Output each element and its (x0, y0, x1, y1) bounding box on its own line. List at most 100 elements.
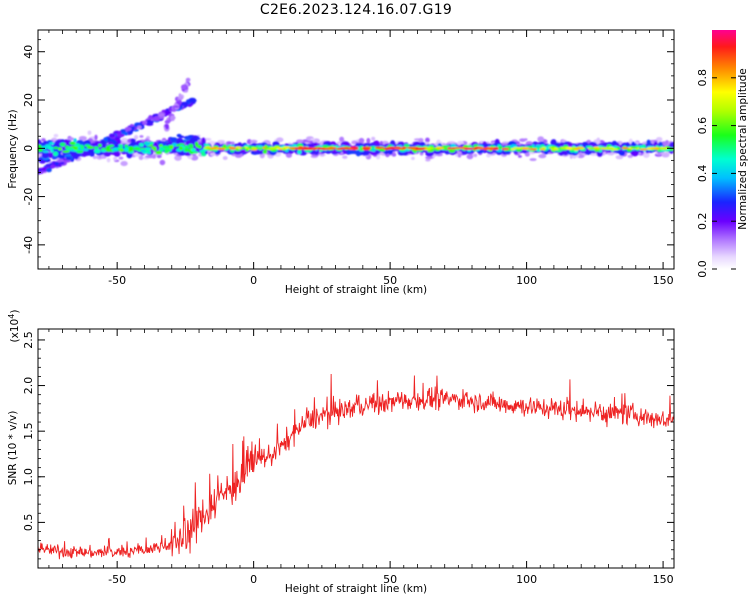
heatmap-faint-blob (144, 155, 154, 158)
heatmap-core-blob (66, 146, 73, 151)
heatmap-peak-blob (288, 147, 296, 150)
spectrogram-x-tick-label: 150 (653, 274, 674, 287)
heatmap-branch-blob (128, 130, 133, 135)
heatmap-band-blob (41, 151, 50, 159)
spectrogram-y-tick-label: 40 (22, 45, 35, 59)
heatmap-branch-blob (39, 160, 46, 164)
heatmap-branch-blob (57, 154, 66, 159)
heatmap-peak-blob (466, 147, 474, 150)
heatmap-faint-blob (342, 155, 348, 159)
colorbar-tick-label: 0.0 (696, 260, 709, 278)
heatmap-faint-blob (87, 130, 92, 136)
colorbar: 0.0 0.2 0.4 0.6 0.8 Normalized spectral ampl… (696, 30, 749, 278)
colorbar-gradient (712, 30, 736, 269)
heatmap-branch-blob (65, 156, 72, 160)
heatmap-peak-blob (251, 147, 257, 150)
heatmap-peak-blob (350, 146, 359, 149)
heatmap-peak-blob (382, 147, 392, 150)
heatmap-branch-blob (146, 119, 152, 123)
heatmap-core-blob (184, 148, 189, 152)
heatmap-peak-blob (548, 146, 555, 149)
heatmap-branch-blob (54, 161, 60, 166)
snr-y-label: SNR (10 * v/v) (7, 411, 19, 486)
heatmap-core-blob (53, 151, 59, 157)
heatmap-core-blob (94, 148, 101, 154)
heatmap-peak-blob (472, 147, 479, 150)
heatmap-faint-blob (615, 155, 624, 160)
heatmap-faint-blob (518, 155, 522, 158)
heatmap-peak-blob (541, 146, 547, 150)
heatmap-faint-blob (411, 156, 415, 161)
heatmap-branch-blob (137, 125, 142, 129)
heatmap-core-blob (86, 145, 94, 150)
heatmap-branch-blob (57, 158, 64, 163)
heatmap-core-blob (72, 146, 80, 150)
colorbar-tick-label: 0.4 (696, 165, 709, 183)
heatmap-peak-blob (339, 147, 348, 150)
heatmap-sweep-blob (180, 84, 187, 90)
heatmap-peak-blob (550, 148, 559, 151)
heatmap-sweep-blob (170, 115, 175, 122)
snr-y-tick-label: 0.5 (22, 514, 35, 532)
heatmap-band-blob (355, 151, 361, 157)
heatmap-faint-blob (276, 137, 284, 143)
heatmap-faint-blob (120, 160, 128, 167)
heatmap-core-blob (119, 144, 123, 148)
heatmap-core-blob (201, 151, 205, 156)
heatmap-peak-blob (454, 146, 459, 150)
heatmap-branch-blob (188, 99, 197, 103)
heatmap-faint-blob (222, 156, 228, 161)
heatmap-faint-blob (425, 158, 431, 162)
heatmap-peak-blob (510, 148, 516, 151)
heatmap-core-blob (496, 149, 503, 153)
heatmap-core-blob (105, 145, 111, 150)
heatmap-peak-blob (435, 147, 444, 150)
heatmap-peak-blob (576, 146, 585, 149)
heatmap-faint-blob (285, 153, 293, 158)
heatmap-core-blob (158, 147, 164, 152)
heatmap-branch-blob (183, 104, 188, 108)
heatmap-branch-blob (169, 137, 178, 142)
heatmap-core-blob (62, 150, 70, 153)
heatmap-faint-blob (466, 153, 474, 160)
heatmap-faint-blob (94, 134, 98, 141)
heatmap-core-blob (155, 150, 162, 155)
heatmap-peak-blob (528, 148, 538, 151)
heatmap-faint-blob (113, 156, 118, 161)
heatmap-faint-blob (339, 136, 345, 142)
spectrogram-y-label: Frequency (Hz) (7, 109, 19, 188)
heatmap-faint-blob (250, 139, 258, 144)
heatmap-peak-blob (235, 146, 241, 149)
heatmap-core-blob (535, 144, 541, 148)
heatmap-core-blob (57, 147, 63, 151)
heatmap-core-blob (144, 147, 151, 151)
snr-plot-area (38, 329, 674, 568)
heatmap-faint-blob (156, 155, 162, 159)
spectrogram-x-label: Height of straight line (km) (285, 284, 427, 296)
heatmap-core-blob (83, 148, 89, 152)
heatmap-faint-blob (174, 155, 182, 161)
heatmap-core-blob (47, 146, 54, 150)
heatmap-faint-blob (159, 159, 166, 166)
heatmap-core-blob (59, 142, 66, 147)
heatmap-faint-blob (661, 152, 670, 158)
heatmap-faint-blob (371, 136, 376, 141)
heatmap-core-blob (105, 149, 113, 152)
heatmap-band-blob (425, 151, 434, 157)
heatmap-faint-blob (138, 155, 144, 161)
heatmap-band-blob (237, 142, 243, 148)
snr-y-tick-label: 1.0 (22, 468, 35, 486)
heatmap-core-blob (101, 149, 107, 153)
heatmap-core-blob (169, 144, 174, 150)
heatmap-peak-blob (493, 146, 499, 150)
heatmap-peak-blob (254, 146, 264, 150)
heatmap-peak-blob (375, 146, 385, 149)
heatmap-peak-blob (621, 146, 629, 150)
heatmap-peak-blob (605, 147, 613, 150)
heatmap-faint-blob (529, 158, 537, 162)
heatmap-core-blob (515, 148, 522, 152)
heatmap-faint-blob (310, 138, 316, 141)
heatmap-branch-blob (153, 116, 160, 122)
heatmap-peak-blob (229, 147, 237, 150)
heatmap-peak-blob (426, 146, 434, 150)
